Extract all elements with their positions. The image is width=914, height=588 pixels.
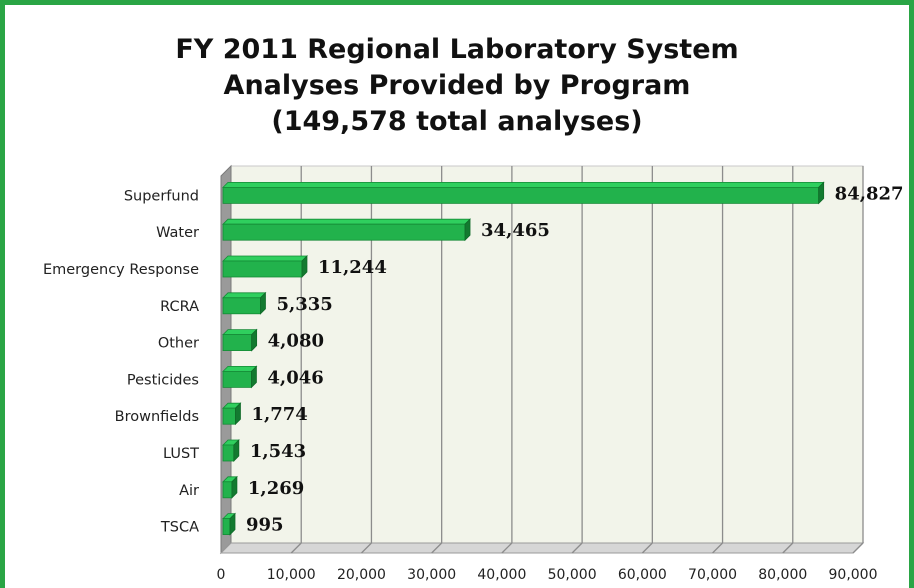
bar-front-face <box>222 444 235 462</box>
bar-front-face <box>222 481 233 499</box>
x-tick-label: 40,000 <box>477 567 526 583</box>
data-labels: 84,827 34,465 11,244 5,335 4,080 4,046 1,774 1,… <box>246 183 904 535</box>
category-label: TSCA <box>160 520 199 536</box>
bar-emergency-response <box>222 255 308 278</box>
data-label: 1,269 <box>248 478 304 499</box>
category-label: RCRA <box>160 299 199 315</box>
bar-rcra <box>222 291 267 315</box>
gridline-floor <box>431 542 443 554</box>
category-labels: Superfund Water Emergency Response RCRA Othe… <box>43 188 199 535</box>
plot-floor <box>219 542 865 554</box>
bar-top-face <box>222 292 267 299</box>
bar-air <box>222 475 238 499</box>
bar-end-face <box>818 181 825 205</box>
bar-lust <box>222 439 240 462</box>
bar-end-face <box>233 439 240 462</box>
bar-water <box>222 218 471 242</box>
bar-top-face <box>222 365 258 372</box>
bar-end-face <box>231 475 238 499</box>
bar-top-face <box>222 218 471 225</box>
gridline-floor <box>641 542 653 554</box>
gridline-floor <box>501 542 513 554</box>
bar-brownfields <box>222 402 242 426</box>
gridline-floor <box>290 542 302 554</box>
data-label: 34,465 <box>481 220 550 241</box>
category-label: Pesticides <box>127 372 199 388</box>
chart-title: FY 2011 Regional Laboratory System Analy… <box>0 32 914 140</box>
bar-end-face <box>235 402 241 426</box>
gridline-floor <box>360 542 372 554</box>
bar-front-face <box>222 370 252 388</box>
x-tick-labels: 0 10,000 20,000 30,000 40,000 50,000 60,000 70,… <box>217 567 878 583</box>
bar-front-face <box>222 297 261 315</box>
data-label: 1,774 <box>251 404 307 425</box>
data-label: 84,827 <box>835 183 904 204</box>
x-tick-label: 90,000 <box>829 567 878 583</box>
x-tick-label: 10,000 <box>267 567 316 583</box>
category-label: Air <box>179 483 199 499</box>
bar-end-face <box>229 512 236 536</box>
bar-front-face <box>222 223 466 241</box>
x-tick-label: 30,000 <box>407 567 456 583</box>
bar-end-face <box>251 328 258 352</box>
bar-pesticides <box>222 365 258 389</box>
bar-end-face <box>260 291 266 315</box>
bar-front-face <box>222 186 820 204</box>
chart-title-line-1: FY 2011 Regional Laboratory System <box>175 34 739 65</box>
x-tick-label: 60,000 <box>618 567 667 583</box>
bar-tsca <box>222 512 236 536</box>
gridline-floor <box>571 542 583 554</box>
bars <box>222 181 825 536</box>
bar-front-face <box>222 407 236 425</box>
bar-superfund <box>222 181 825 205</box>
data-label: 5,335 <box>276 294 332 315</box>
chart-title-line-2: Analyses Provided by Program <box>223 70 691 101</box>
gridline-floor <box>712 542 724 554</box>
data-label: 4,046 <box>267 367 323 388</box>
bar-top-face <box>222 329 258 336</box>
x-tick-label: 80,000 <box>758 567 807 583</box>
data-label: 11,244 <box>318 257 387 278</box>
category-label: Water <box>156 225 199 241</box>
data-label: 4,080 <box>268 331 324 352</box>
bar-top-face <box>222 255 308 262</box>
data-label: 995 <box>246 515 284 536</box>
category-label: Emergency Response <box>43 262 199 278</box>
x-tick-label: 50,000 <box>548 567 597 583</box>
category-label: Brownfields <box>115 409 199 425</box>
x-tick-label: 70,000 <box>688 567 737 583</box>
bar-end-face <box>251 365 257 389</box>
bar-front-face <box>222 518 231 535</box>
data-label: 1,543 <box>250 441 306 462</box>
x-tick-label: 20,000 <box>337 567 386 583</box>
x-tick-label: 0 <box>217 567 226 583</box>
gridline-floor <box>852 542 864 554</box>
bar-end-face <box>464 218 471 242</box>
category-label: Superfund <box>124 188 199 204</box>
gridline-floor <box>782 542 794 554</box>
bar-end-face <box>301 255 308 278</box>
category-label: LUST <box>163 446 199 462</box>
bar-other <box>222 328 258 352</box>
bar-front-face <box>222 260 303 278</box>
category-label: Other <box>158 336 199 352</box>
bar-front-face <box>222 334 253 352</box>
bar-top-face <box>222 181 825 188</box>
chart-title-line-3: (149,578 total analyses) <box>271 106 643 137</box>
